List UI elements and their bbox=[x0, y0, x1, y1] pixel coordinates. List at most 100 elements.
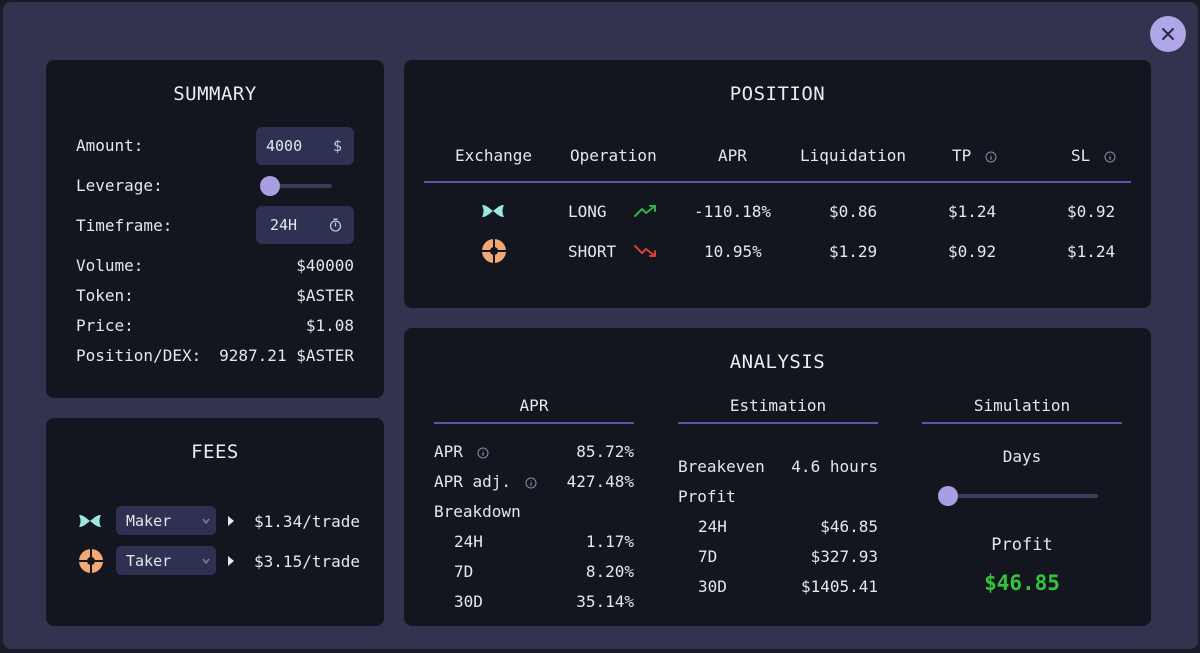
bowtie-exchange-icon bbox=[482, 205, 504, 217]
analysis-card: ANALYSIS APR APR 85.72% APR adj. 427.48%… bbox=[404, 328, 1151, 626]
leverage-label: Leverage: bbox=[76, 176, 163, 195]
apr-adj-label-text: APR adj. bbox=[434, 472, 512, 491]
estimation-section-divider bbox=[678, 422, 878, 424]
info-icon[interactable] bbox=[525, 477, 537, 489]
liquidation-value: $1.29 bbox=[829, 242, 878, 261]
col-header-operation: Operation bbox=[570, 146, 657, 165]
close-button[interactable] bbox=[1150, 16, 1186, 52]
summary-card: SUMMARY Amount: 4000 $ Leverage: Timefra… bbox=[46, 60, 384, 398]
leverage-slider-track[interactable] bbox=[260, 184, 332, 188]
breakdown-label: Breakdown bbox=[434, 502, 521, 521]
breakdown-value: 8.20% bbox=[585, 562, 634, 581]
fees-title: FEES bbox=[191, 441, 239, 463]
info-icon[interactable] bbox=[477, 447, 489, 459]
breakeven-value: 4.6 hours bbox=[791, 457, 878, 476]
breakdown-value: 1.17% bbox=[585, 532, 634, 551]
liquidation-value: $0.86 bbox=[829, 202, 878, 221]
position-card: POSITION Exchange Operation APR Liquidat… bbox=[404, 60, 1151, 308]
apr-section-heading: APR bbox=[519, 396, 549, 415]
taker-select[interactable]: Taker bbox=[116, 546, 216, 575]
timeframe-value: 24H bbox=[270, 216, 298, 234]
apr-value: -110.18% bbox=[694, 202, 772, 221]
profit-value: $46.85 bbox=[820, 517, 878, 536]
token-label: Token: bbox=[76, 286, 134, 305]
apr-adj-value: 427.48% bbox=[566, 472, 634, 491]
taker-select-value: Taker bbox=[126, 551, 172, 570]
breakdown-period: 24H bbox=[454, 532, 483, 551]
dropdown-arrow-icon bbox=[202, 518, 210, 524]
sl-value: $1.24 bbox=[1067, 242, 1116, 261]
apr-value: 85.72% bbox=[576, 442, 634, 461]
price-value: $1.08 bbox=[305, 316, 354, 335]
breakdown-value: 35.14% bbox=[576, 592, 634, 611]
profit-period: 30D bbox=[698, 577, 727, 596]
simulation-profit-value: $46.85 bbox=[984, 571, 1060, 595]
summary-title: SUMMARY bbox=[173, 83, 257, 105]
leverage-slider-thumb[interactable] bbox=[260, 176, 280, 196]
dollar-icon: $ bbox=[332, 137, 342, 155]
timeframe-input[interactable]: 24H bbox=[256, 206, 354, 244]
maker-fee-value: $1.34/trade bbox=[254, 512, 360, 531]
profit-value: $1405.41 bbox=[800, 577, 878, 596]
apr-adj-label: APR adj. bbox=[434, 472, 537, 491]
apr-label-text: APR bbox=[434, 442, 463, 461]
tp-label: TP bbox=[952, 146, 972, 165]
taker-fee-value: $3.15/trade bbox=[254, 552, 360, 571]
operation-long: LONG bbox=[568, 202, 607, 221]
close-icon bbox=[1162, 28, 1174, 40]
analysis-title: ANALYSIS bbox=[729, 351, 826, 373]
apr-label: APR bbox=[434, 442, 489, 461]
sl-value: $0.92 bbox=[1067, 202, 1116, 221]
simulation-section-heading: Simulation bbox=[973, 396, 1071, 415]
orange-exchange-icon bbox=[482, 239, 506, 263]
days-slider-thumb[interactable] bbox=[938, 486, 958, 506]
trend-down-icon bbox=[634, 245, 656, 257]
simulation-modal: SUMMARY Amount: 4000 $ Leverage: Timefra… bbox=[3, 2, 1198, 649]
apr-value: 10.95% bbox=[704, 242, 762, 261]
dropdown-arrow-icon bbox=[202, 558, 210, 564]
token-value: $ASTER bbox=[296, 286, 354, 305]
profit-period: 24H bbox=[698, 517, 727, 536]
breakdown-period: 30D bbox=[454, 592, 483, 611]
breakeven-label: Breakeven bbox=[678, 457, 765, 476]
days-slider-track[interactable] bbox=[940, 494, 1098, 498]
price-label: Price: bbox=[76, 316, 134, 335]
bowtie-exchange-icon bbox=[79, 515, 101, 527]
profit-value: $327.93 bbox=[810, 547, 878, 566]
position-header-divider bbox=[424, 181, 1131, 183]
sl-label: SL bbox=[1071, 146, 1091, 165]
info-icon[interactable] bbox=[985, 151, 997, 163]
timeframe-label: Timeframe: bbox=[76, 216, 173, 235]
tp-value: $1.24 bbox=[948, 202, 997, 221]
orange-exchange-icon bbox=[79, 549, 103, 573]
amount-input[interactable]: 4000 $ bbox=[256, 127, 354, 165]
info-icon[interactable] bbox=[1104, 151, 1116, 163]
amount-label: Amount: bbox=[76, 136, 144, 155]
breakdown-period: 7D bbox=[454, 562, 474, 581]
col-header-sl: SL bbox=[1071, 146, 1116, 165]
volume-label: Volume: bbox=[76, 256, 144, 275]
col-header-exchange: Exchange bbox=[455, 146, 533, 165]
apr-section-divider bbox=[434, 422, 634, 424]
days-label: Days bbox=[1002, 447, 1042, 466]
tp-value: $0.92 bbox=[948, 242, 997, 261]
profit-period: 7D bbox=[698, 547, 718, 566]
position-dex-value: 9287.21 $ASTER bbox=[219, 346, 354, 365]
estimation-profit-label: Profit bbox=[678, 487, 736, 506]
fees-card: FEES Maker $1.34/trade Taker bbox=[46, 418, 384, 626]
maker-select[interactable]: Maker bbox=[116, 506, 216, 535]
volume-value: $40000 bbox=[296, 256, 354, 275]
simulation-profit-label: Profit bbox=[991, 535, 1053, 555]
operation-short: SHORT bbox=[568, 242, 617, 261]
estimation-section-heading: Estimation bbox=[729, 396, 827, 415]
trend-up-icon bbox=[634, 205, 656, 217]
col-header-apr: APR bbox=[718, 146, 747, 165]
caret-right-icon bbox=[228, 556, 234, 566]
position-title: POSITION bbox=[729, 83, 826, 105]
caret-right-icon bbox=[228, 516, 234, 526]
stopwatch-icon bbox=[329, 218, 342, 232]
col-header-liquidation: Liquidation bbox=[800, 146, 906, 165]
simulation-section-divider bbox=[922, 422, 1122, 424]
maker-select-value: Maker bbox=[126, 511, 172, 530]
amount-value: 4000 bbox=[266, 137, 303, 155]
